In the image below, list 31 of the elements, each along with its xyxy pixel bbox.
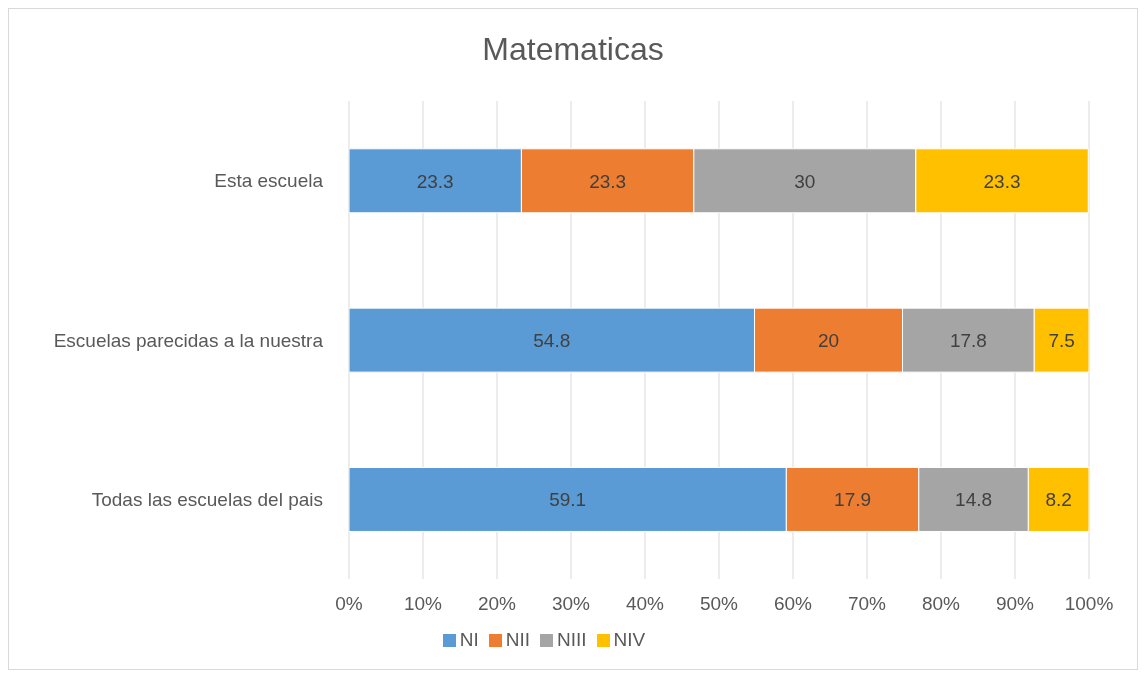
x-tick-label: 90% — [995, 593, 1035, 615]
x-tick-label: 50% — [699, 593, 739, 615]
legend-label: NIII — [557, 629, 587, 650]
x-tick-label: 20% — [477, 593, 517, 615]
x-tick-label: 60% — [773, 593, 813, 615]
data-label: 14.8 — [955, 489, 993, 511]
data-label: 54.8 — [533, 329, 571, 351]
data-label: 23.3 — [983, 170, 1021, 192]
data-label: 17.9 — [834, 489, 872, 511]
data-label: 23.3 — [589, 170, 627, 192]
y-tick-label: Escuelas parecidas a la nuestra — [53, 329, 324, 351]
data-label: 8.2 — [1045, 489, 1072, 511]
y-tick-label: Todas las escuelas del pais — [91, 489, 323, 511]
legend-label: NIV — [613, 629, 646, 650]
x-tick-label: 40% — [625, 593, 665, 615]
x-tick-label: 70% — [847, 593, 887, 615]
legend-label: NII — [505, 629, 531, 650]
y-tick-label: Esta escuela — [214, 170, 324, 192]
x-tick-label: 100% — [1064, 593, 1114, 615]
x-tick-label: 30% — [551, 593, 591, 615]
x-tick-label: 0% — [335, 593, 363, 615]
x-tick-label: 10% — [403, 593, 443, 615]
legend-label: NI — [459, 629, 479, 650]
x-tick-label: 80% — [921, 593, 961, 615]
data-label: 20 — [817, 329, 840, 351]
data-label: 23.3 — [416, 170, 454, 192]
data-label: 59.1 — [549, 489, 587, 511]
data-label: 30 — [794, 170, 816, 192]
data-label: 17.8 — [949, 329, 987, 351]
chart-title: Matematicas — [481, 30, 665, 69]
data-label: 7.5 — [1048, 329, 1075, 351]
